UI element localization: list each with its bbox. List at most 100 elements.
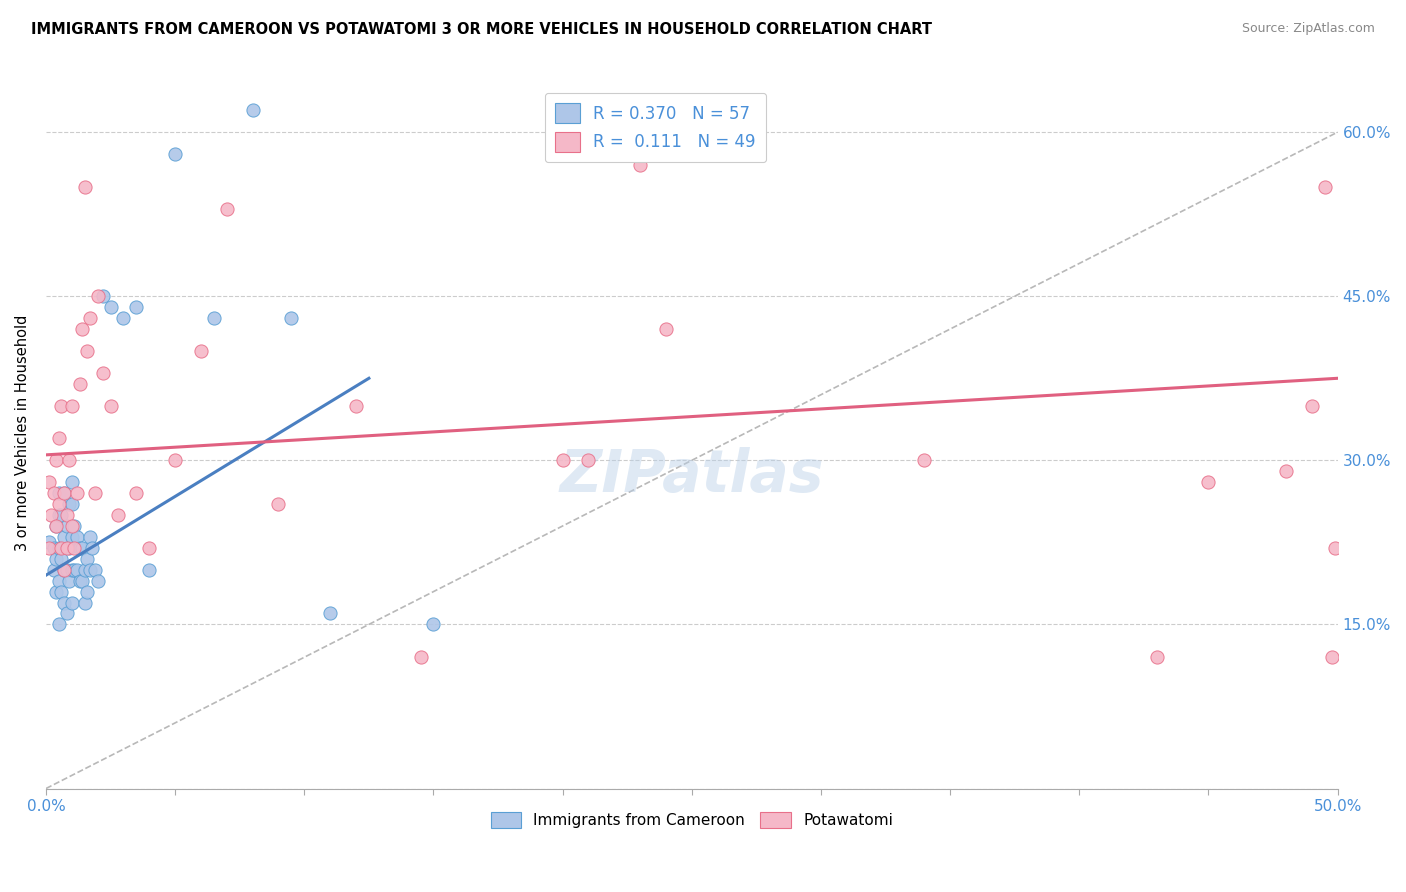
Point — [1198, 475, 1220, 490]
Point — [165, 147, 187, 161]
Point — [53, 563, 76, 577]
Point — [73, 563, 96, 577]
Point — [48, 432, 70, 446]
Point — [42, 486, 65, 500]
Point — [267, 497, 290, 511]
Point — [55, 508, 77, 522]
Point — [138, 541, 160, 555]
Point — [51, 584, 73, 599]
Text: IMMIGRANTS FROM CAMEROON VS POTAWATOMI 3 OR MORE VEHICLES IN HOUSEHOLD CORRELATI: IMMIGRANTS FROM CAMEROON VS POTAWATOMI 3… — [31, 22, 932, 37]
Point — [82, 541, 104, 555]
Point — [55, 607, 77, 621]
Point — [280, 311, 302, 326]
Point — [1146, 650, 1168, 665]
Point — [912, 453, 935, 467]
Point — [79, 530, 101, 544]
Point — [84, 563, 107, 577]
Point — [60, 475, 83, 490]
Point — [60, 530, 83, 544]
Point — [53, 596, 76, 610]
Point — [125, 300, 148, 314]
Point — [76, 584, 98, 599]
Point — [45, 584, 67, 599]
Point — [628, 158, 651, 172]
Point — [45, 519, 67, 533]
Point — [107, 508, 129, 522]
Text: ZIPatlas: ZIPatlas — [560, 447, 824, 504]
Point — [86, 289, 108, 303]
Point — [86, 574, 108, 588]
Point — [84, 486, 107, 500]
Point — [125, 486, 148, 500]
Point — [63, 563, 86, 577]
Point — [422, 617, 444, 632]
Point — [91, 289, 114, 303]
Point — [45, 519, 67, 533]
Point — [39, 508, 62, 522]
Point — [69, 541, 91, 555]
Point — [55, 519, 77, 533]
Point — [45, 453, 67, 467]
Point — [66, 486, 89, 500]
Point — [48, 508, 70, 522]
Point — [38, 535, 60, 549]
Text: Source: ZipAtlas.com: Source: ZipAtlas.com — [1241, 22, 1375, 36]
Point — [51, 541, 73, 555]
Point — [112, 311, 135, 326]
Point — [66, 563, 89, 577]
Point — [319, 607, 342, 621]
Point — [51, 399, 73, 413]
Point — [60, 563, 83, 577]
Point — [73, 179, 96, 194]
Point — [79, 563, 101, 577]
Point — [190, 343, 212, 358]
Point — [51, 551, 73, 566]
Point — [45, 551, 67, 566]
Point — [409, 650, 432, 665]
Point — [73, 596, 96, 610]
Point — [42, 563, 65, 577]
Point — [60, 497, 83, 511]
Point — [1313, 179, 1336, 194]
Point — [242, 103, 264, 118]
Point — [53, 530, 76, 544]
Point — [38, 541, 60, 555]
Point — [551, 453, 574, 467]
Point — [60, 399, 83, 413]
Point — [76, 343, 98, 358]
Point — [1301, 399, 1323, 413]
Point — [60, 596, 83, 610]
Point — [58, 574, 80, 588]
Point — [66, 530, 89, 544]
Point — [63, 519, 86, 533]
Legend: Immigrants from Cameroon, Potawatomi: Immigrants from Cameroon, Potawatomi — [485, 806, 900, 834]
Point — [1275, 464, 1298, 478]
Point — [91, 366, 114, 380]
Point — [48, 486, 70, 500]
Point — [655, 322, 678, 336]
Y-axis label: 3 or more Vehicles in Household: 3 or more Vehicles in Household — [15, 315, 30, 551]
Point — [48, 541, 70, 555]
Point — [48, 574, 70, 588]
Point — [165, 453, 187, 467]
Point — [55, 563, 77, 577]
Point — [60, 519, 83, 533]
Point — [48, 497, 70, 511]
Point — [202, 311, 225, 326]
Point — [58, 497, 80, 511]
Point — [344, 399, 367, 413]
Point — [1322, 650, 1344, 665]
Point — [38, 475, 60, 490]
Point — [53, 563, 76, 577]
Point — [42, 541, 65, 555]
Point — [100, 300, 122, 314]
Point — [70, 322, 93, 336]
Point — [53, 486, 76, 500]
Point — [76, 551, 98, 566]
Point — [69, 574, 91, 588]
Point — [100, 399, 122, 413]
Point — [58, 453, 80, 467]
Point — [69, 376, 91, 391]
Point — [1324, 541, 1347, 555]
Point — [79, 311, 101, 326]
